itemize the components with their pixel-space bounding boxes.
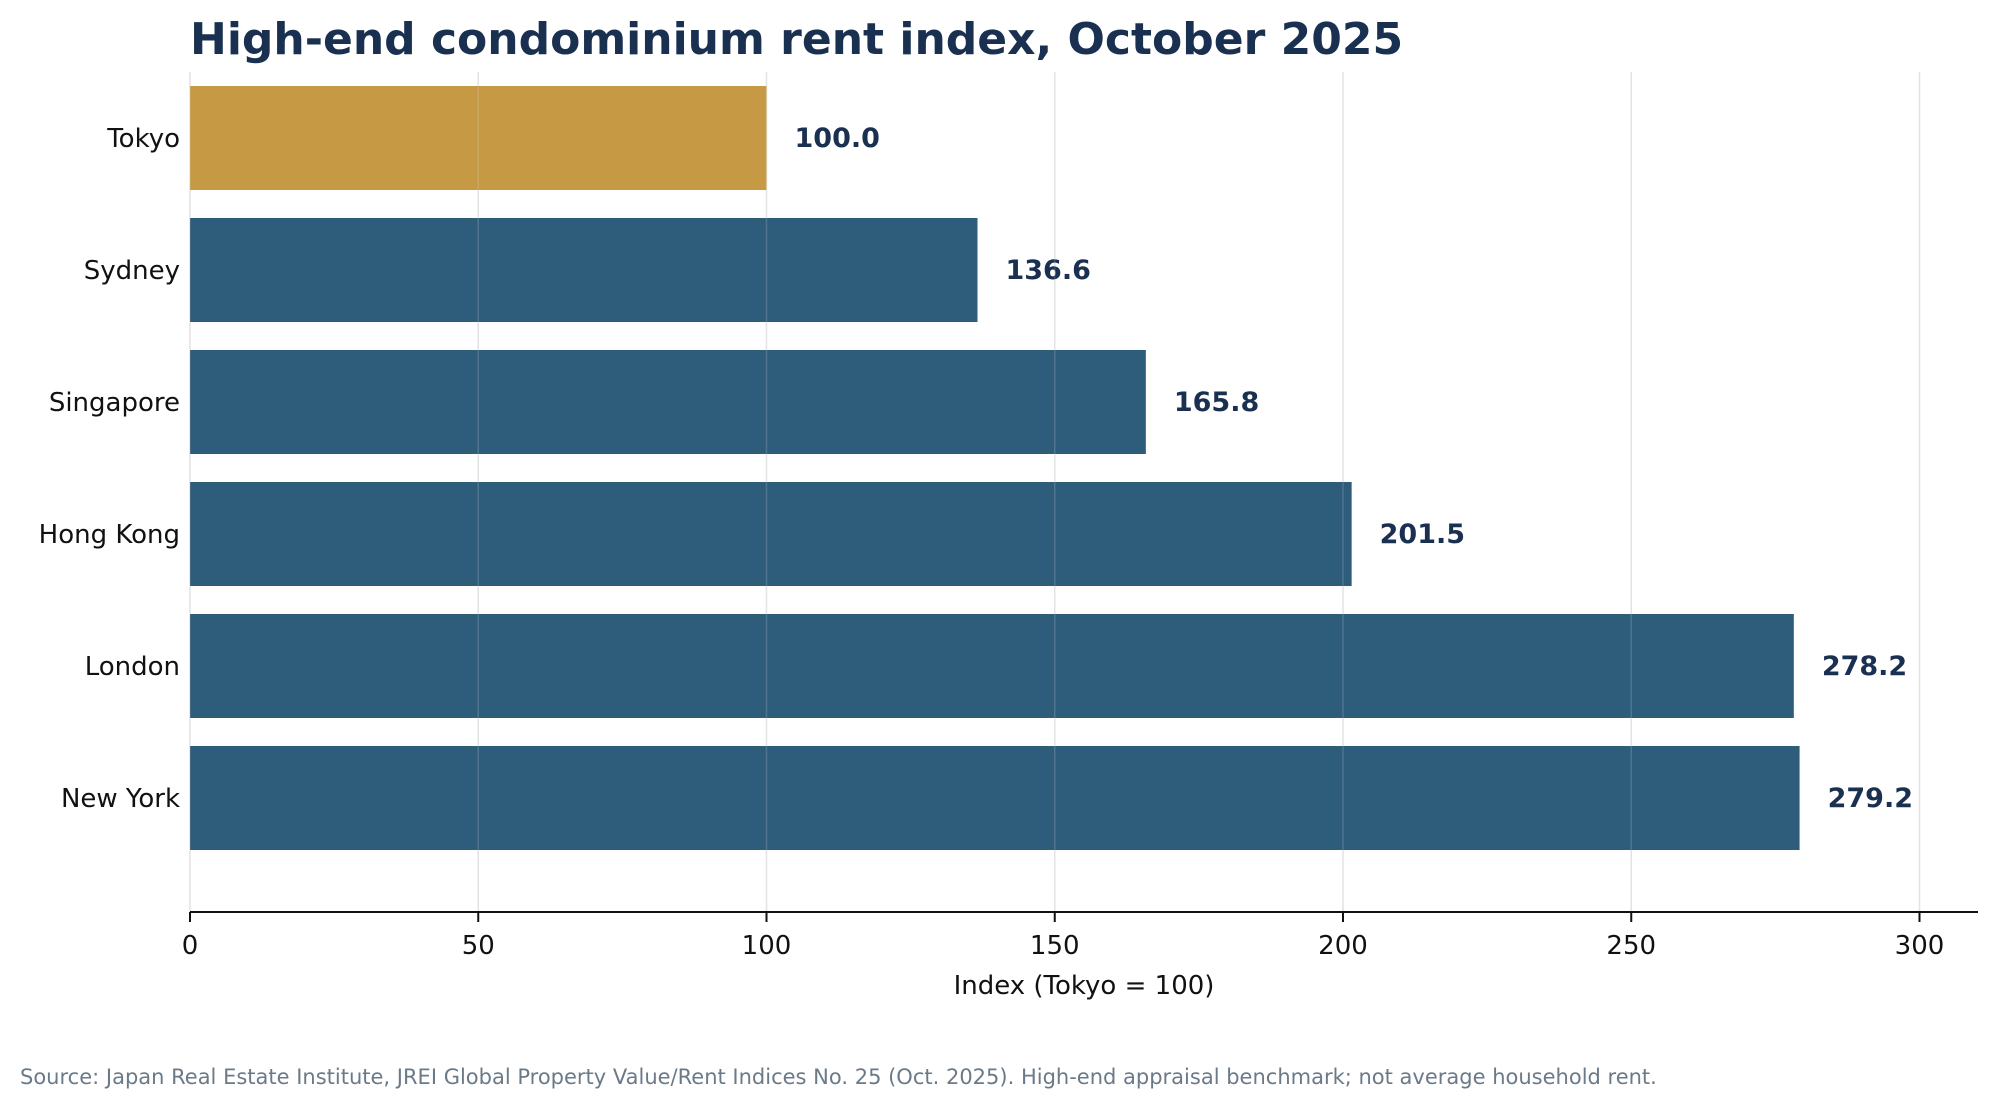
x-tick-label: 150 [1030, 931, 1080, 961]
value-label: 201.5 [1380, 519, 1465, 550]
x-tick-label: 200 [1318, 931, 1368, 961]
category-label: New York [61, 784, 180, 814]
axis-layer: 0 50 100 150 200 250 300 [182, 911, 1978, 961]
category-label: Tokyo [106, 124, 180, 154]
source-note: Source: Japan Real Estate Institute, JRE… [20, 1065, 1657, 1089]
x-tick-label: 0 [182, 931, 199, 961]
category-label: Hong Kong [39, 520, 180, 550]
value-label: 165.8 [1174, 387, 1259, 418]
bar-london [190, 614, 1794, 718]
bar-sydney [190, 218, 978, 322]
bar-new-york [190, 746, 1800, 850]
x-tick-label: 250 [1606, 931, 1656, 961]
bar-hong-kong [190, 482, 1352, 586]
value-label: 136.6 [1005, 255, 1090, 286]
x-tick-label: 100 [742, 931, 792, 961]
chart-title: High-end condominium rent index, October… [190, 14, 1403, 65]
grid-overlay [189, 72, 1921, 912]
bar-layer: Tokyo 100.0 Sydney 136.6 Singapore 165.8 Hong … [39, 86, 1913, 850]
x-tick-label: 300 [1895, 931, 1945, 961]
x-axis-label: Index (Tokyo = 100) [954, 971, 1215, 1001]
category-label: Singapore [49, 388, 180, 418]
value-label: 278.2 [1822, 651, 1907, 682]
x-tick-label: 50 [462, 931, 495, 961]
value-label: 279.2 [1828, 783, 1913, 814]
value-label: 100.0 [795, 123, 880, 154]
bar-singapore [190, 350, 1146, 454]
category-label: London [85, 652, 180, 682]
category-label: Sydney [84, 256, 180, 286]
bar-tokyo [190, 86, 767, 190]
